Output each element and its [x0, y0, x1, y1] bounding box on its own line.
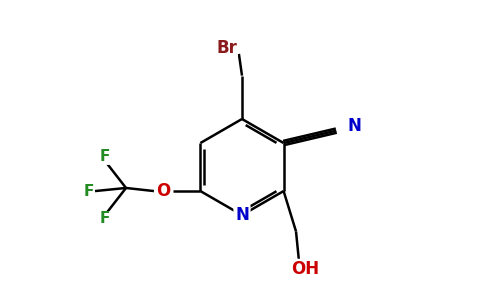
Text: N: N [235, 206, 249, 224]
Text: OH: OH [291, 260, 319, 278]
Text: O: O [156, 182, 170, 200]
Text: Br: Br [216, 39, 237, 57]
Text: F: F [99, 149, 109, 164]
Text: F: F [99, 212, 109, 226]
Text: N: N [348, 117, 362, 135]
Text: F: F [84, 184, 94, 199]
